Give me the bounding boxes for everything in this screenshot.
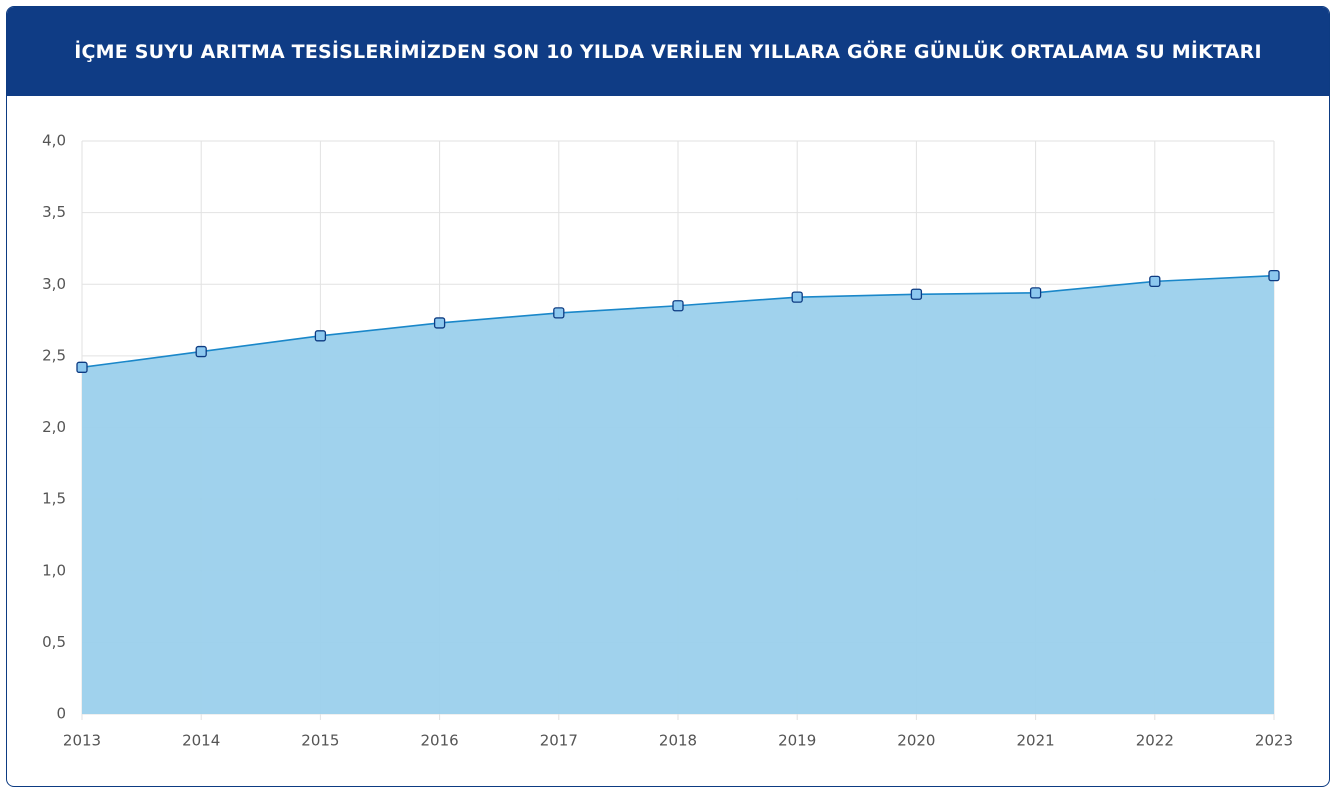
y-tick-label: 1,5 <box>42 490 66 508</box>
y-tick-label: 3,5 <box>42 203 66 221</box>
marker <box>1029 287 1042 299</box>
x-tick-label: 2019 <box>778 732 816 750</box>
y-tick-label: 1,0 <box>42 561 66 579</box>
x-tick-label: 2020 <box>897 732 935 750</box>
y-tick-label: 2,5 <box>42 346 66 364</box>
y-tick-label: 0,5 <box>42 633 66 651</box>
marker <box>910 288 923 300</box>
marker <box>1268 270 1280 282</box>
x-tick-label: 2018 <box>659 732 697 750</box>
x-tick-label: 2017 <box>540 732 578 750</box>
chart-title: İÇME SUYU ARITMA TESİSLERİMİZDEN SON 10 … <box>7 7 1329 96</box>
marker <box>314 330 327 342</box>
marker <box>1149 275 1161 288</box>
marker <box>791 291 803 303</box>
marker <box>433 317 446 329</box>
x-tick-label: 2015 <box>301 732 339 750</box>
x-tick-label: 2022 <box>1136 732 1174 750</box>
marker <box>553 307 565 319</box>
y-tick-label: 4,0 <box>42 132 66 150</box>
x-tick-label: 2016 <box>421 732 459 750</box>
x-tick-label: 2014 <box>182 732 220 750</box>
x-tick-label: 2021 <box>1017 732 1055 750</box>
marker <box>76 361 88 373</box>
x-tick-label: 2023 <box>1255 732 1293 750</box>
y-tick-label: 3,0 <box>42 275 66 293</box>
x-tick-label: 2013 <box>63 732 101 750</box>
y-tick-label: 0 <box>56 705 66 723</box>
y-tick-label: 2,0 <box>42 418 66 436</box>
area-fill <box>82 275 1274 714</box>
marker <box>672 300 684 312</box>
marker <box>195 345 207 358</box>
